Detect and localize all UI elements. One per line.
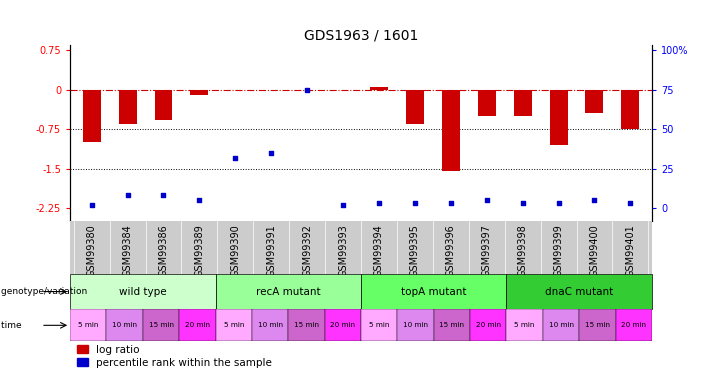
Point <box>86 202 97 208</box>
Text: genotype/variation: genotype/variation <box>1 287 93 296</box>
Text: dnaC mutant: dnaC mutant <box>545 286 613 297</box>
Text: 20 min: 20 min <box>185 322 210 328</box>
Bar <box>361 274 506 309</box>
Text: 5 min: 5 min <box>369 322 389 328</box>
Bar <box>325 309 361 341</box>
Point <box>409 200 421 206</box>
Bar <box>70 274 216 309</box>
Text: time: time <box>1 321 27 330</box>
Bar <box>579 309 615 341</box>
Bar <box>179 309 216 341</box>
Point <box>481 197 492 203</box>
Point <box>122 192 133 198</box>
Bar <box>550 90 568 145</box>
Text: GSM99398: GSM99398 <box>517 224 528 277</box>
Text: GSM99390: GSM99390 <box>231 224 240 277</box>
Bar <box>543 309 579 341</box>
Bar <box>252 309 288 341</box>
Point <box>193 197 205 203</box>
Bar <box>514 90 531 116</box>
Text: 10 min: 10 min <box>112 322 137 328</box>
Bar <box>615 309 652 341</box>
Text: 15 min: 15 min <box>585 322 610 328</box>
Text: 5 min: 5 min <box>515 322 535 328</box>
Text: 5 min: 5 min <box>78 322 98 328</box>
Text: GSM99391: GSM99391 <box>266 224 276 277</box>
Bar <box>83 90 101 142</box>
Bar <box>585 90 604 113</box>
Text: recA mutant: recA mutant <box>256 286 320 297</box>
Text: wild type: wild type <box>119 286 167 297</box>
Text: 20 min: 20 min <box>621 322 646 328</box>
Bar <box>143 309 179 341</box>
Bar <box>434 309 470 341</box>
Point <box>625 200 636 206</box>
Point <box>158 192 169 198</box>
Text: GSM99400: GSM99400 <box>590 224 599 277</box>
Text: 20 min: 20 min <box>330 322 355 328</box>
Text: GSM99384: GSM99384 <box>123 224 132 277</box>
Bar <box>370 87 388 90</box>
Text: GSM99397: GSM99397 <box>482 224 491 277</box>
Text: 15 min: 15 min <box>149 322 174 328</box>
Text: GSM99394: GSM99394 <box>374 224 384 277</box>
Legend: log ratio, percentile rank within the sample: log ratio, percentile rank within the sa… <box>75 342 274 370</box>
Text: 20 min: 20 min <box>476 322 501 328</box>
Text: 5 min: 5 min <box>224 322 244 328</box>
Bar <box>506 309 543 341</box>
Bar <box>216 309 252 341</box>
Point <box>589 197 600 203</box>
Point <box>337 202 348 208</box>
Bar <box>361 309 397 341</box>
Text: GSM99395: GSM99395 <box>410 224 420 277</box>
Text: topA mutant: topA mutant <box>401 286 466 297</box>
Point <box>374 200 385 206</box>
Text: GSM99401: GSM99401 <box>625 224 635 277</box>
Text: GSM99380: GSM99380 <box>87 224 97 277</box>
Bar <box>107 309 143 341</box>
Bar <box>397 309 434 341</box>
Bar <box>118 90 137 124</box>
Bar <box>406 90 424 124</box>
Bar <box>621 90 639 129</box>
Text: GSM99392: GSM99392 <box>302 224 312 277</box>
Bar <box>70 309 107 341</box>
Title: GDS1963 / 1601: GDS1963 / 1601 <box>304 28 418 42</box>
Text: GSM99393: GSM99393 <box>338 224 348 277</box>
Text: GSM99399: GSM99399 <box>554 224 564 277</box>
Bar <box>216 274 361 309</box>
Point <box>266 150 277 156</box>
Point <box>517 200 529 206</box>
Text: 10 min: 10 min <box>548 322 573 328</box>
Bar <box>442 90 460 171</box>
Bar <box>506 274 652 309</box>
Bar <box>288 309 325 341</box>
Point <box>230 154 241 160</box>
Bar <box>154 90 172 120</box>
Bar <box>470 309 506 341</box>
Text: GSM99386: GSM99386 <box>158 224 168 277</box>
Text: GSM99389: GSM99389 <box>194 224 205 277</box>
Bar <box>191 90 208 95</box>
Point <box>445 200 456 206</box>
Point <box>301 87 313 93</box>
Text: GSM99396: GSM99396 <box>446 224 456 277</box>
Point <box>553 200 564 206</box>
Text: 10 min: 10 min <box>403 322 428 328</box>
Bar <box>478 90 496 116</box>
Text: 15 min: 15 min <box>440 322 465 328</box>
Text: 10 min: 10 min <box>257 322 283 328</box>
Text: 15 min: 15 min <box>294 322 319 328</box>
